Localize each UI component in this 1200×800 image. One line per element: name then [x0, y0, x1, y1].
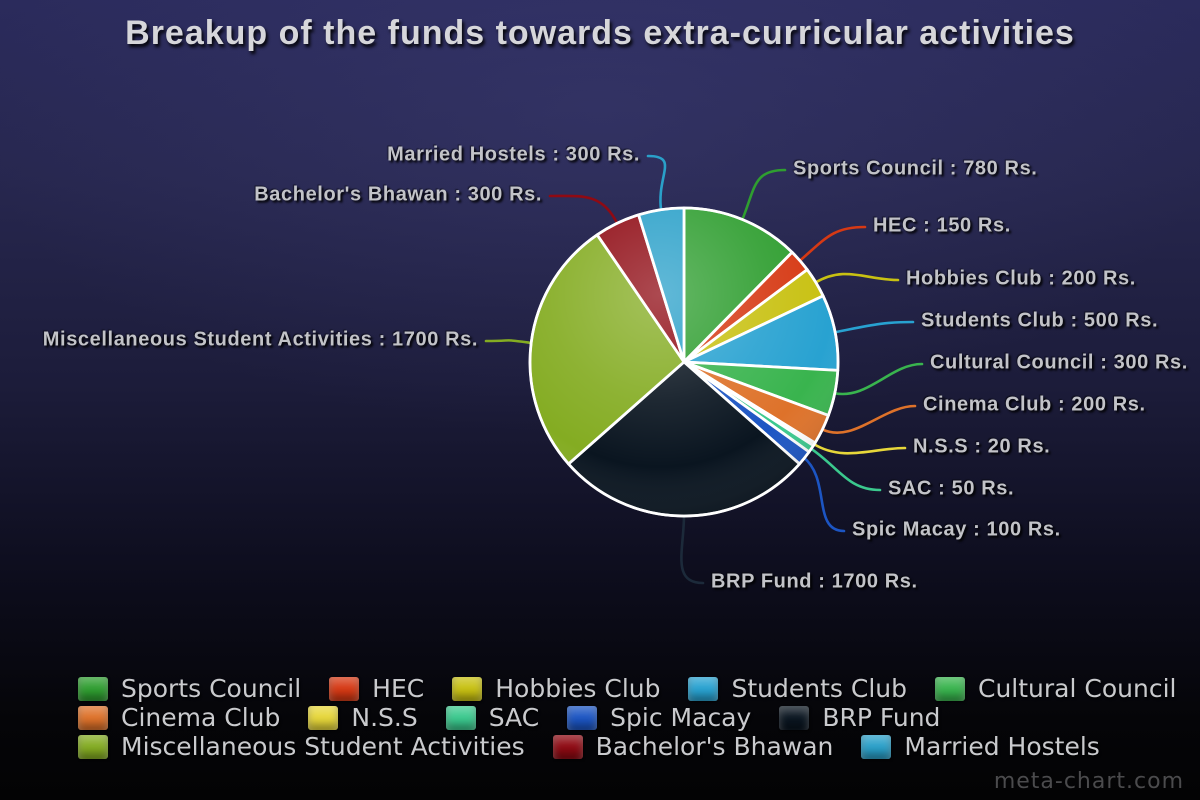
legend-item-cinema-club: Cinema Club: [78, 705, 280, 730]
legend-swatch-hec: [329, 676, 360, 701]
leader-line-sports-council: [740, 168, 787, 222]
leader-line-bachelor-s-bhawan: [548, 194, 619, 226]
legend: Sports Council HEC Hobbies Club Students Cl…: [78, 676, 1200, 759]
slice-label-brp-fund: BRP Fund : 1700 Rs.: [711, 570, 918, 593]
legend-swatch-brp-fund: [779, 705, 810, 730]
legend-label-spic-macay: Spic Macay: [610, 703, 752, 732]
legend-label-cultural-council: Cultural Council: [978, 674, 1177, 703]
leader-line-students-club: [832, 320, 915, 334]
slice-label-students-club: Students Club : 500 Rs.: [921, 309, 1159, 332]
legend-swatch-n-s-s: [308, 705, 339, 730]
legend-item-sac: SAC: [445, 703, 540, 732]
legend-item-students-club: Students Club: [688, 676, 907, 701]
legend-swatch-married-hostels: [861, 734, 892, 759]
leader-line-cinema-club: [820, 404, 917, 434]
legend-swatch-bachelor-s-bhawan: [552, 734, 583, 759]
legend-label-married-hostels: Married Hostels: [904, 732, 1100, 761]
legend-swatch-hobbies-club: [452, 676, 483, 701]
legend-item-n-s-s: N.S.S: [308, 703, 418, 732]
legend-label-brp-fund: BRP Fund: [822, 703, 941, 732]
legend-label-n-s-s: N.S.S: [351, 703, 418, 732]
legend-swatch-miscellaneous-student-activities: [78, 734, 108, 759]
slice-label-sports-council: Sports Council : 780 Rs.: [793, 157, 1038, 180]
legend-swatch-sac: [445, 705, 476, 730]
legend-swatch-cultural-council: [935, 676, 965, 701]
pie-slices: [528, 206, 840, 518]
leader-line-married-hostels: [646, 154, 667, 212]
slice-label-spic-macay: Spic Macay : 100 Rs.: [852, 518, 1061, 541]
leader-line-miscellaneous-student-activities: [484, 339, 534, 345]
leader-line-hec: [797, 225, 867, 263]
legend-swatch-students-club: [688, 676, 719, 701]
legend-item-sports-council: Sports Council: [78, 676, 301, 701]
slice-label-hec: HEC : 150 Rs.: [873, 214, 1011, 237]
legend-item-spic-macay: Spic Macay: [567, 705, 751, 730]
legend-item-cultural-council: Cultural Council: [935, 676, 1176, 701]
slice-label-hobbies-club: Hobbies Club : 200 Rs.: [906, 267, 1136, 290]
legend-label-hec: HEC: [372, 674, 425, 703]
legend-item-hobbies-club: Hobbies Club: [452, 676, 660, 701]
slice-label-married-hostels: Married Hostels : 300 Rs.: [387, 143, 640, 166]
legend-swatch-cinema-club: [78, 705, 108, 730]
slice-label-cultural-council: Cultural Council : 300 Rs.: [930, 351, 1188, 374]
legend-label-sac: SAC: [488, 703, 540, 732]
legend-swatch-sports-council: [78, 676, 108, 701]
legend-item-married-hostels: Married Hostels: [861, 732, 1100, 761]
slice-label-cinema-club: Cinema Club : 200 Rs.: [923, 393, 1146, 416]
legend-item-bachelor-s-bhawan: Bachelor's Bhawan: [552, 732, 834, 761]
slice-label-n-s-s: N.S.S : 20 Rs.: [913, 435, 1051, 458]
legend-item-brp-fund: BRP Fund: [779, 705, 940, 730]
chart-title: Breakup of the funds towards extra-curri…: [125, 14, 1075, 52]
leader-line-spic-macay: [802, 456, 846, 533]
leader-line-brp-fund: [680, 513, 705, 585]
legend-item-miscellaneous-student-activities: Miscellaneous Student Activities: [78, 734, 525, 759]
legend-label-hobbies-club: Hobbies Club: [495, 674, 661, 703]
legend-label-students-club: Students Club: [731, 674, 907, 703]
leader-line-n-s-s: [812, 442, 907, 455]
slice-label-bachelor-s-bhawan: Bachelor's Bhawan : 300 Rs.: [254, 183, 542, 206]
legend-label-sports-council: Sports Council: [121, 674, 302, 703]
legend-label-miscellaneous-student-activities: Miscellaneous Student Activities: [121, 732, 525, 761]
slice-label-sac: SAC : 50 Rs.: [888, 477, 1015, 500]
leader-line-cultural-council: [832, 362, 924, 396]
legend-item-hec: HEC: [329, 676, 424, 701]
watermark: meta-chart.com: [993, 769, 1184, 794]
leader-line-hobbies-club: [813, 272, 900, 285]
slice-label-miscellaneous-student-activities: Miscellaneous Student Activities : 1700 …: [42, 328, 478, 351]
legend-label-bachelor-s-bhawan: Bachelor's Bhawan: [595, 732, 834, 761]
legend-swatch-spic-macay: [567, 705, 598, 730]
legend-label-cinema-club: Cinema Club: [121, 703, 281, 732]
